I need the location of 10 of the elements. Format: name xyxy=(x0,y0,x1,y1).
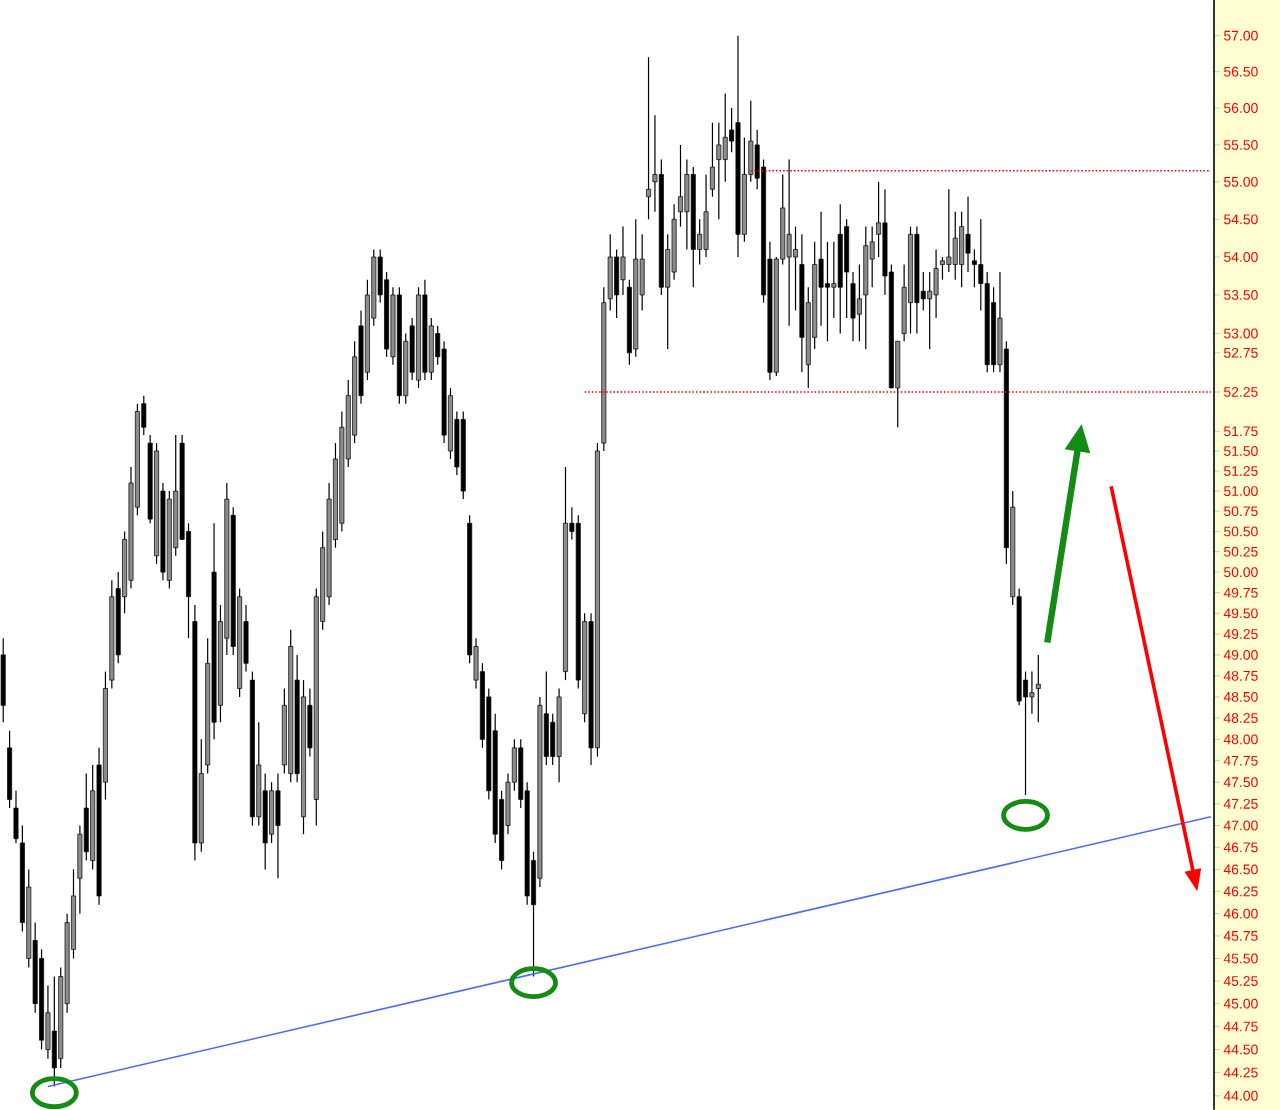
candlestick xyxy=(786,158,792,327)
candlestick xyxy=(646,56,652,220)
candlestick xyxy=(1035,654,1041,723)
candlestick xyxy=(831,241,837,319)
candlestick xyxy=(716,122,722,220)
candlestick xyxy=(946,188,952,273)
candlestick xyxy=(275,773,281,879)
candlestick xyxy=(703,173,709,258)
candlestick xyxy=(824,241,830,342)
candlestick xyxy=(51,975,57,1088)
